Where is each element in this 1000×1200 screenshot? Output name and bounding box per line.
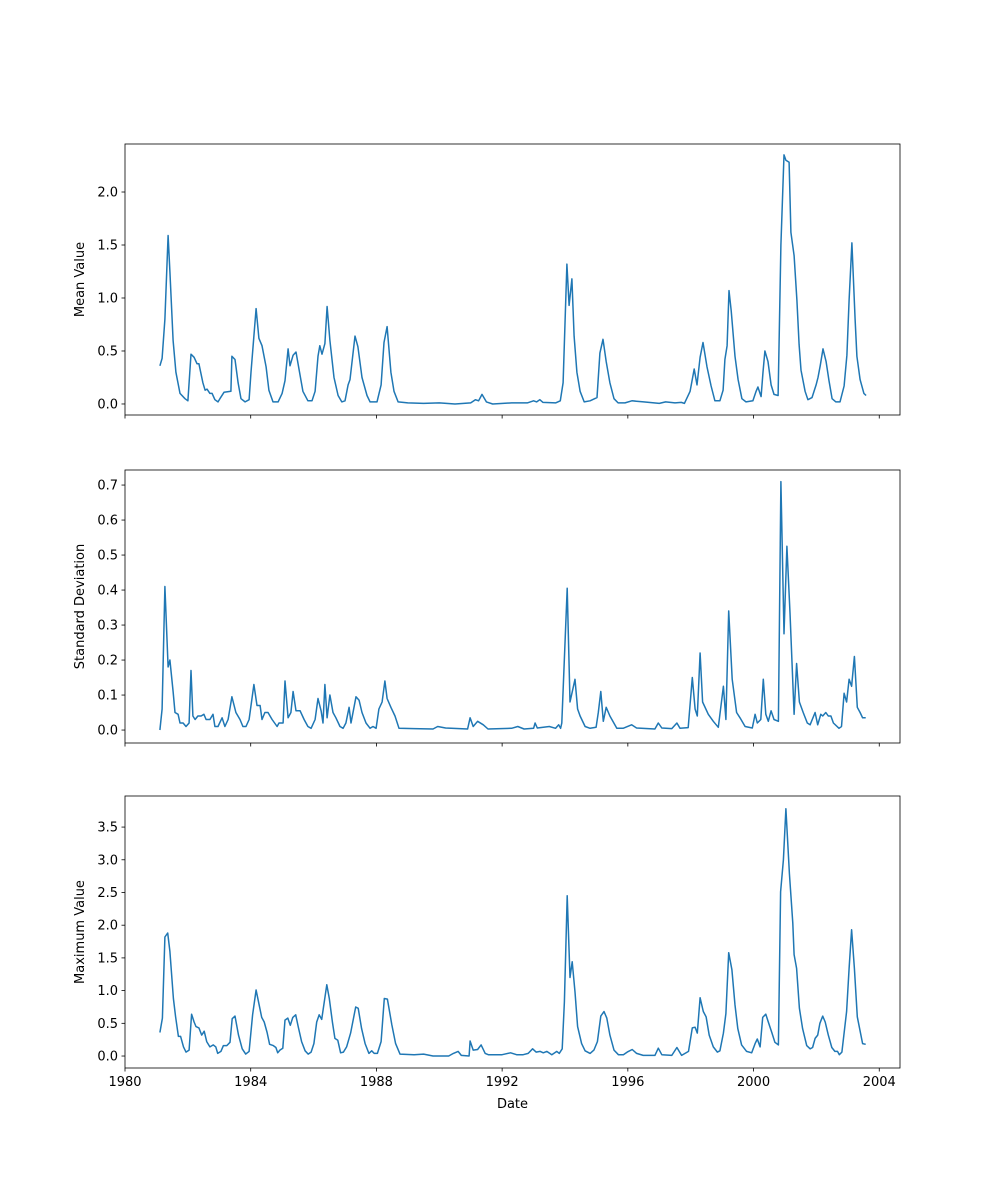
x-tick-label: 1984 (234, 1075, 267, 1090)
y-tick-label: 0.0 (97, 397, 118, 412)
series-line (159, 154, 867, 405)
y-tick-label: 0.4 (97, 584, 118, 599)
y-tick-label: 3.5 (97, 821, 118, 836)
axes-frame (124, 469, 901, 744)
x-tick-label: 1996 (611, 1075, 644, 1090)
y-axis-label: Mean Value (73, 242, 88, 317)
y-tick-label: 1.5 (97, 239, 118, 254)
subplot-3: 0.0 0.5 1.0 1.5 2.0 2.5 3.0 3.5 Maximum Value 198… (73, 795, 901, 1090)
y-tick-label: 3.0 (97, 853, 118, 868)
y-tick-label: 2.0 (97, 186, 118, 201)
y-axis-label: Standard Deviation (73, 544, 88, 669)
x-tick-label: 2000 (737, 1075, 770, 1090)
y-tick-label: 0.3 (97, 619, 118, 634)
subplot-1: 0.0 0.5 1.0 1.5 2.0 Mean Value (73, 143, 901, 419)
subplot-2: 0.0 0.1 0.2 0.3 0.4 0.5 0.6 0.7 Standard Deviati… (73, 469, 901, 747)
y-tick-label: 1.0 (97, 291, 118, 306)
y-tick-label: 0.7 (97, 479, 118, 494)
x-tick-label: 1992 (486, 1075, 519, 1090)
y-tick-label: 2.5 (97, 886, 118, 901)
x-tick-label: 1980 (108, 1075, 141, 1090)
y-tick-label: 0.5 (97, 344, 118, 359)
y-tick-label: 0.5 (97, 1017, 118, 1032)
series-line (159, 808, 866, 1057)
y-tick-label: 0.6 (97, 514, 118, 529)
y-tick-label: 0.2 (97, 654, 118, 669)
y-tick-label: 2.0 (97, 919, 118, 934)
y-tick-label: 1.5 (97, 951, 118, 966)
x-tick-label: 1988 (360, 1075, 393, 1090)
y-tick-label: 0.0 (97, 1050, 118, 1065)
x-axis-label: Date (497, 1097, 528, 1112)
y-axis-label: Maximum Value (73, 880, 88, 984)
series-line (159, 480, 866, 731)
y-tick-label: 0.0 (97, 724, 118, 739)
axes-frame (124, 143, 901, 416)
y-tick-label: 0.1 (97, 689, 118, 704)
y-tick-label: 0.5 (97, 549, 118, 564)
x-tick-label: 2004 (863, 1075, 896, 1090)
y-tick-label: 1.0 (97, 984, 118, 999)
axes-frame (124, 795, 901, 1069)
